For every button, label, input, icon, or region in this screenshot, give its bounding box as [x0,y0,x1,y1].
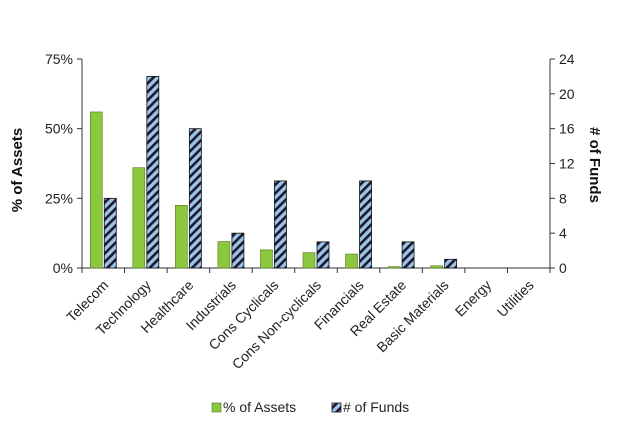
y-tick-label: 50% [45,121,73,137]
bar-assets [132,167,146,269]
bar-assets [89,111,103,269]
bar-funds [444,258,458,269]
bar-funds [231,232,245,269]
bar-funds [103,197,117,269]
y2-tick-label: 16 [559,121,575,137]
y2-tick-label: 0 [559,260,567,276]
legend-swatch-assets [211,402,222,413]
y-tick-label: 25% [45,190,73,206]
bar-funds [188,128,202,269]
legend-label-funds: # of Funds [343,399,409,415]
y2-tick-label: 24 [559,51,575,67]
y2-tick-label: 12 [559,156,575,172]
y2-tick-label: 8 [559,190,567,206]
bar-funds [146,76,160,269]
y2-tick-label: 4 [559,225,567,241]
y-tick-label: 0% [53,260,73,276]
legend-label-assets: % of Assets [223,399,296,415]
bar-funds [274,180,287,269]
x-category-label: Utilities [494,277,537,320]
labels: 0%25%50%75%04812162024TelecomTechnologyH… [45,51,575,372]
bar-assets [387,266,401,269]
legend-swatch-funds [331,402,342,413]
bar-assets [430,265,443,269]
bar-assets [260,249,273,269]
bar-assets [217,241,231,269]
y-axis-title: % of Assets [9,128,26,212]
y-tick-label: 75% [45,51,73,67]
bar-assets [302,252,316,269]
bars [89,76,458,269]
x-category-label: Energy [452,277,495,320]
y2-tick-label: 20 [559,86,575,102]
bar-funds [401,241,415,269]
y2-axis-title: # of Funds [586,127,603,203]
bar-assets [175,205,188,269]
bar-funds [316,241,330,269]
axes [77,58,555,273]
bar-assets [345,253,358,269]
bar-funds [359,180,372,269]
legend: % of Assets # of Funds [211,399,409,415]
